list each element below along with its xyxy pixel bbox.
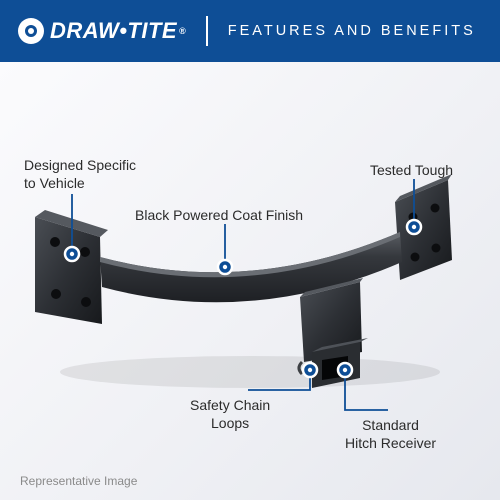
callout-marker-icon <box>407 220 421 234</box>
callout-marker-icon <box>303 363 317 377</box>
callout-marker-icon <box>338 363 352 377</box>
header-title: FEATURES AND BENEFITS <box>228 23 476 39</box>
header-divider <box>206 16 208 46</box>
diagram-canvas: Designed Specific to Vehicle Black Powere… <box>0 62 500 500</box>
callout-label-c3: Tested Tough <box>370 162 453 180</box>
callout-leader <box>248 370 310 390</box>
brand-logo: DRAW•TITE ® <box>18 18 186 44</box>
callout-label-c1: Designed Specific to Vehicle <box>24 157 136 192</box>
callout-marker-icon <box>65 247 79 261</box>
callout-label-c5: Standard Hitch Receiver <box>345 417 436 452</box>
callout-leader <box>345 370 388 410</box>
registered-mark: ® <box>179 26 186 36</box>
header-bar: DRAW•TITE ® FEATURES AND BENEFITS <box>0 0 500 62</box>
brand-text: DRAW•TITE <box>50 18 177 44</box>
footer-caption: Representative Image <box>20 474 137 488</box>
callout-label-c4: Safety Chain Loops <box>190 397 270 432</box>
callout-marker-icon <box>218 260 232 274</box>
callout-label-c2: Black Powered Coat Finish <box>135 207 303 225</box>
hitch-ball-icon <box>18 18 44 44</box>
